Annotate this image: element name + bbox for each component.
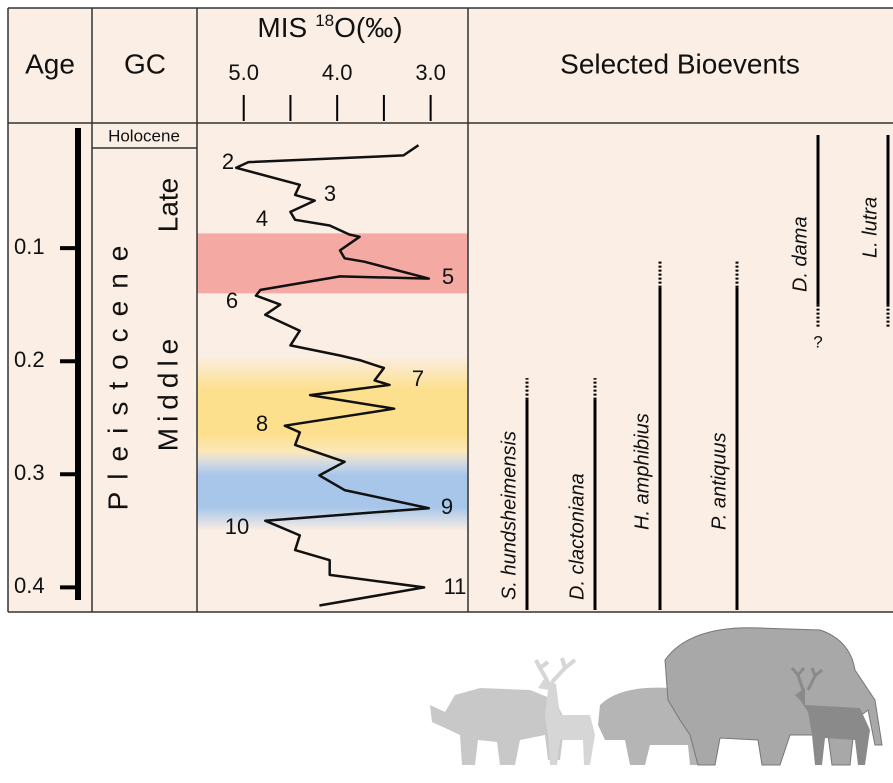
mis-band <box>197 233 468 293</box>
stage-label: 11 <box>444 574 467 599</box>
bioevent-name: L. lutra <box>859 197 881 258</box>
age-header: Age <box>25 48 75 79</box>
mis-sup: 18 <box>315 11 334 30</box>
middle-label: Middle <box>152 333 183 451</box>
stage-label: 8 <box>256 411 268 436</box>
stage-label: 9 <box>441 494 453 519</box>
figure: Age GC MIS 18O(‰) Selected Bioevents Holo… <box>0 0 893 778</box>
age-tick-label: 0.3 <box>14 460 45 485</box>
mis-tick-label: 3.0 <box>415 60 446 85</box>
bioevent-name: D. dama <box>789 216 811 292</box>
age-tick-label: 0.1 <box>14 234 45 259</box>
bioevents-header: Selected Bioevents <box>560 48 800 79</box>
bioevent-name: P. antiquus <box>708 433 730 531</box>
stage-label: 10 <box>225 514 249 539</box>
stage-label: 3 <box>324 181 336 206</box>
pleistocene-label: Pleistocene <box>102 234 133 511</box>
stage-label: 7 <box>412 366 424 391</box>
mis-tick-label: 5.0 <box>228 60 259 85</box>
late-label: Late <box>152 178 183 233</box>
bioevent-name: S. hundsheimensis <box>498 431 520 600</box>
stage-label: 6 <box>226 288 238 313</box>
mis-suffix: O(‰) <box>334 12 402 43</box>
mis-prefix: MIS <box>257 12 307 43</box>
animal-silhouettes <box>430 628 882 765</box>
stage-label: 2 <box>222 149 234 174</box>
stage-label: 5 <box>442 264 454 289</box>
age-tick-label: 0.4 <box>14 573 45 598</box>
stage-label: 4 <box>256 206 268 231</box>
bioevent-query: ? <box>813 333 822 352</box>
age-tick-label: 0.2 <box>14 347 45 372</box>
bioevent-name: H. amphibius <box>631 413 653 530</box>
gc-header: GC <box>124 48 166 79</box>
holocene-label: Holocene <box>108 126 180 145</box>
mis-tick-label: 4.0 <box>322 60 353 85</box>
bioevent-name: D. clactoniana <box>566 473 588 600</box>
